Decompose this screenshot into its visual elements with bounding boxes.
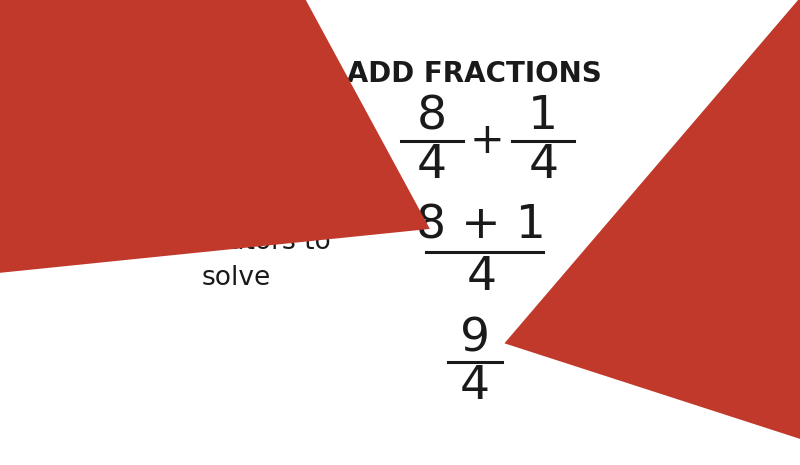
- Text: 1: 1: [528, 94, 558, 139]
- Text: 4: 4: [460, 365, 490, 410]
- Text: 4: 4: [528, 142, 558, 187]
- Text: 9: 9: [460, 316, 490, 361]
- Text: solve: solve: [202, 265, 271, 291]
- Text: STEP 2: ADD FRACTIONS: STEP 2: ADD FRACTIONS: [218, 60, 602, 88]
- Text: 8: 8: [417, 94, 446, 139]
- Text: 4: 4: [417, 142, 446, 187]
- Text: numerators to: numerators to: [142, 229, 330, 255]
- Text: 8 + 1: 8 + 1: [416, 203, 546, 248]
- Text: +: +: [470, 120, 505, 162]
- Text: 4: 4: [466, 255, 496, 300]
- Text: Add the: Add the: [185, 193, 288, 219]
